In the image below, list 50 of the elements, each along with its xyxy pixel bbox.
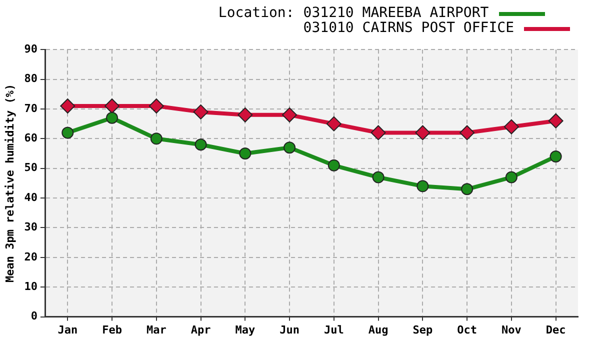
point xyxy=(284,142,296,154)
point xyxy=(372,171,384,184)
point xyxy=(504,119,519,134)
x-tick-label: Dec xyxy=(546,323,566,336)
legend-label: 031210 MAREEBA AIRPORT xyxy=(303,5,489,21)
x-tick-label: May xyxy=(235,323,256,336)
y-tick-label: 70 xyxy=(24,102,38,115)
point xyxy=(460,125,475,140)
point xyxy=(238,107,253,122)
x-tick-label: Aug xyxy=(368,323,388,336)
legend-title: Location: xyxy=(218,5,294,23)
point xyxy=(550,150,562,162)
y-tick-label: 50 xyxy=(24,161,38,174)
y-tick-label: 20 xyxy=(24,250,38,264)
point xyxy=(60,98,76,114)
x-tick-label: Feb xyxy=(102,323,122,336)
point xyxy=(370,125,386,140)
point xyxy=(415,125,430,140)
point xyxy=(193,104,208,120)
y-tick-label: 30 xyxy=(24,220,38,234)
y-tick-label: 0 xyxy=(30,310,38,323)
y-tick-label: 60 xyxy=(24,132,38,145)
legend-label: 031010 CAIRNS POST OFFICE xyxy=(303,20,514,36)
x-tick-label: Jul xyxy=(324,323,344,336)
y-tick-label: 90 xyxy=(24,42,38,56)
point xyxy=(104,98,120,114)
x-tick-label: Sep xyxy=(412,323,433,336)
x-tick-label: Nov xyxy=(501,323,522,336)
y-tick-label: 80 xyxy=(24,72,38,86)
point xyxy=(62,126,74,139)
x-tick-label: Oct xyxy=(457,323,477,336)
x-tick-label: Jan xyxy=(58,323,78,336)
y-axis-title: Mean 3pm relative humidity (%) xyxy=(3,84,16,283)
y-tick-label: 40 xyxy=(24,190,38,204)
point xyxy=(326,116,342,132)
y-tick-label: 10 xyxy=(24,280,38,293)
point xyxy=(148,98,164,114)
point xyxy=(416,180,429,192)
x-tick-label: Mar xyxy=(146,323,167,336)
point xyxy=(282,107,298,122)
point xyxy=(106,112,118,124)
point xyxy=(239,148,252,160)
point xyxy=(194,138,207,151)
x-tick-label: Apr xyxy=(190,323,212,336)
x-tick-label: Jun xyxy=(280,323,300,336)
point xyxy=(328,159,340,172)
point xyxy=(548,113,564,128)
point xyxy=(505,171,518,184)
point xyxy=(461,183,474,196)
point xyxy=(150,132,162,145)
